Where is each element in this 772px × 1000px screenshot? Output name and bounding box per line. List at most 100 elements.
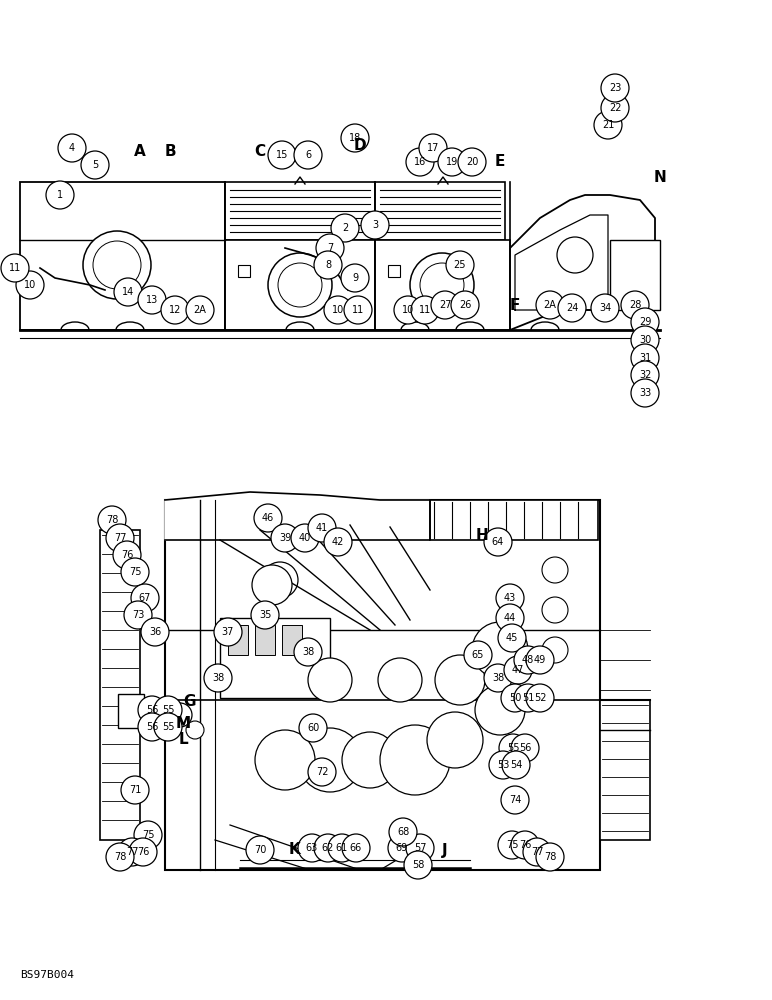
Circle shape [131,584,159,612]
Circle shape [472,622,528,678]
Text: 14: 14 [122,287,134,297]
Circle shape [204,664,232,692]
Text: 77: 77 [531,847,543,857]
Circle shape [262,562,298,598]
Text: 7: 7 [327,243,334,253]
Circle shape [298,728,362,792]
Circle shape [451,291,479,319]
Circle shape [542,557,568,583]
Text: 55: 55 [162,705,174,715]
Text: L: L [178,732,188,748]
Text: 76: 76 [137,847,149,857]
Text: 29: 29 [638,317,652,327]
Circle shape [591,294,619,322]
Text: 77: 77 [126,847,138,857]
Text: 10: 10 [402,305,414,315]
Circle shape [1,254,29,282]
Text: 1: 1 [57,190,63,200]
Circle shape [601,94,629,122]
Circle shape [46,181,74,209]
Circle shape [542,637,568,663]
Circle shape [328,834,356,862]
Text: 44: 44 [504,613,516,623]
Text: 42: 42 [332,537,344,547]
Text: 38: 38 [212,673,224,683]
Circle shape [324,528,352,556]
Circle shape [410,253,474,317]
Circle shape [308,658,352,702]
Text: 76: 76 [519,840,531,850]
FancyBboxPatch shape [375,182,505,240]
Text: 35: 35 [259,610,271,620]
Text: M: M [175,716,191,730]
Text: 67: 67 [139,593,151,603]
Text: 37: 37 [222,627,234,637]
Text: 16: 16 [414,157,426,167]
Circle shape [331,214,359,242]
Circle shape [298,834,326,862]
Circle shape [523,838,551,866]
Circle shape [419,134,447,162]
Circle shape [484,528,512,556]
Circle shape [138,696,166,724]
Text: 53: 53 [497,760,510,770]
Text: 25: 25 [454,260,466,270]
Text: 74: 74 [509,795,521,805]
Circle shape [594,111,622,139]
Circle shape [631,344,659,372]
Circle shape [271,524,299,552]
Text: 64: 64 [492,537,504,547]
Text: 65: 65 [472,650,484,660]
Circle shape [121,558,149,586]
Text: 45: 45 [506,633,518,643]
Text: 26: 26 [459,300,471,310]
Text: 6: 6 [305,150,311,160]
Circle shape [138,286,166,314]
Circle shape [341,124,369,152]
Text: 48: 48 [522,655,534,665]
Polygon shape [510,195,655,330]
Circle shape [458,148,486,176]
Text: 68: 68 [397,827,409,837]
FancyBboxPatch shape [220,618,330,698]
Circle shape [378,658,422,702]
Circle shape [129,838,157,866]
Text: BS97B004: BS97B004 [20,970,74,980]
Text: 72: 72 [316,767,328,777]
Text: 56: 56 [146,722,158,732]
Circle shape [186,721,204,739]
Text: 52: 52 [533,693,547,703]
Circle shape [446,251,474,279]
Text: E: E [495,154,505,169]
Text: H: H [476,528,489,542]
Text: 28: 28 [629,300,642,310]
Circle shape [141,618,169,646]
Text: 34: 34 [599,303,611,313]
Circle shape [526,646,554,674]
Circle shape [106,843,134,871]
Text: 31: 31 [639,353,651,363]
Circle shape [380,725,450,795]
Text: 9: 9 [352,273,358,283]
Text: 66: 66 [350,843,362,853]
Circle shape [268,253,332,317]
Text: 51: 51 [522,693,534,703]
FancyBboxPatch shape [388,265,400,277]
Circle shape [536,291,564,319]
Text: 77: 77 [113,533,127,543]
Text: 75: 75 [506,840,518,850]
Circle shape [124,601,152,629]
Text: 57: 57 [414,843,426,853]
Circle shape [499,734,527,762]
Circle shape [631,379,659,407]
Text: 55: 55 [162,722,174,732]
Circle shape [411,296,439,324]
Circle shape [308,758,336,786]
Circle shape [314,834,342,862]
Text: 17: 17 [427,143,439,153]
Text: 56: 56 [146,705,158,715]
Circle shape [58,134,86,162]
Circle shape [431,291,459,319]
Circle shape [631,308,659,336]
Circle shape [294,638,322,666]
